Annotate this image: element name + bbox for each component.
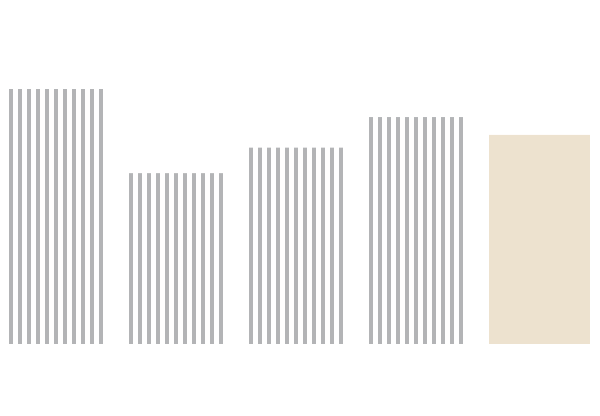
bar-3-stripe <box>321 147 325 344</box>
bar-1-stripe <box>54 89 58 344</box>
bar-4-stripe <box>396 117 400 344</box>
bar-3-stripe <box>303 147 307 344</box>
bar-2-stripe <box>129 173 133 344</box>
bar-4-stripe <box>423 117 427 344</box>
bar-1-stripe <box>9 89 13 344</box>
bar-2-stripe <box>174 173 178 344</box>
bar-2-stripe <box>183 173 187 344</box>
bar-4-stripe <box>405 117 409 344</box>
bar-4-stripe <box>378 117 382 344</box>
bar-4-stripe <box>369 117 373 344</box>
bar-1-stripe <box>27 89 31 344</box>
bar-3-stripe <box>285 147 289 344</box>
bar-1-stripe <box>99 89 103 344</box>
bar-4-stripe <box>387 117 391 344</box>
bar-1-stripe <box>45 89 49 344</box>
bar-5 <box>489 134 590 344</box>
bar-5-fill <box>489 134 590 344</box>
bar-2-stripe <box>138 173 142 344</box>
bar-4-stripe <box>432 117 436 344</box>
bar-3 <box>249 147 343 344</box>
bar-1-stripe <box>90 89 94 344</box>
bar-3-stripe <box>294 147 298 344</box>
bar-3-stripe <box>249 147 253 344</box>
bar-1-stripe <box>63 89 67 344</box>
bar-2-stripe <box>201 173 205 344</box>
bar-4-stripe <box>450 117 454 344</box>
bar-2-stripe <box>219 173 223 344</box>
bar-4 <box>369 117 463 344</box>
bar-1-stripe <box>72 89 76 344</box>
bar-2 <box>129 173 223 344</box>
bar-4-stripe <box>459 117 463 344</box>
bar-4-stripe <box>414 117 418 344</box>
bar-1-stripe <box>36 89 40 344</box>
bar-3-stripe <box>276 147 280 344</box>
bar-1-stripe <box>81 89 85 344</box>
bar-2-stripe <box>210 173 214 344</box>
bar-2-stripe <box>165 173 169 344</box>
bar-1 <box>9 89 103 344</box>
bar-2-stripe <box>192 173 196 344</box>
bars-layer <box>9 89 590 344</box>
bar-2-stripe <box>147 173 151 344</box>
bar-3-stripe <box>258 147 262 344</box>
bar-3-stripe <box>339 147 343 344</box>
bar-1-stripe <box>18 89 22 344</box>
bar-3-stripe <box>312 147 316 344</box>
bar-3-stripe <box>330 147 334 344</box>
bar-2-stripe <box>156 173 160 344</box>
bar-4-stripe <box>441 117 445 344</box>
bar-3-stripe <box>267 147 271 344</box>
